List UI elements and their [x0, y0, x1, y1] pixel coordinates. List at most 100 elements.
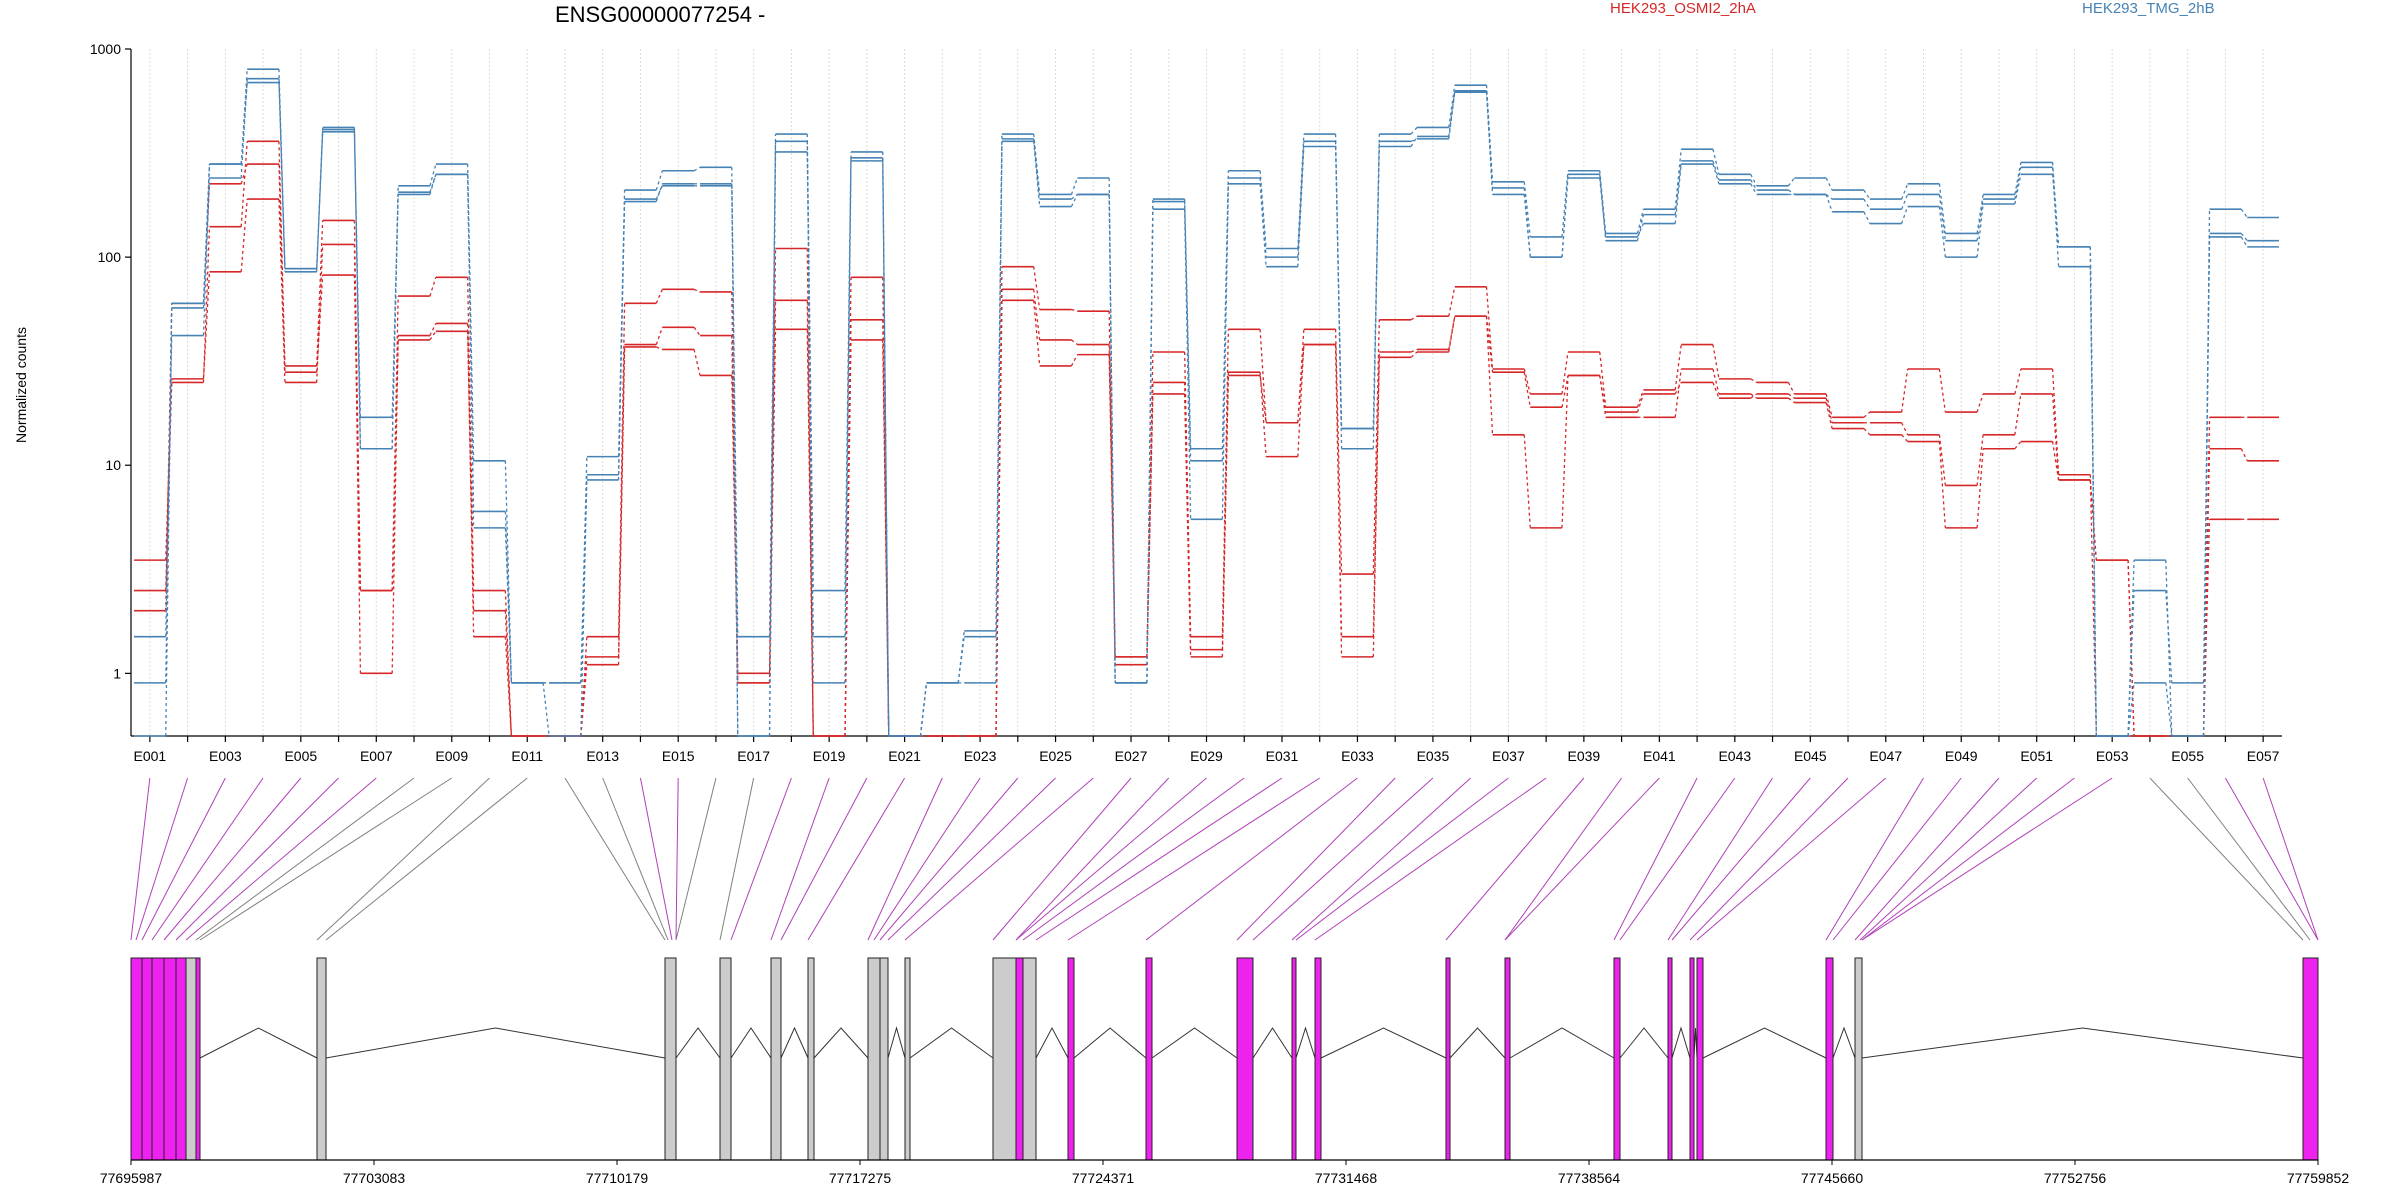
- connector-line: [1667, 777, 1773, 941]
- connector-line: [1015, 777, 1170, 941]
- series-transition: [1901, 434, 1909, 442]
- series-transition: [1825, 194, 1833, 213]
- series-transition: [1372, 357, 1380, 637]
- series-transition: [1825, 393, 1833, 418]
- connector-line: [2187, 777, 2311, 941]
- series-transition: [2127, 590, 2135, 737]
- coord-label: 77703083: [343, 1170, 406, 1186]
- series-transition: [1636, 209, 1645, 234]
- coord-label: 77724371: [1072, 1170, 1135, 1186]
- series-transition: [1636, 223, 1645, 238]
- series-transition: [1410, 348, 1418, 353]
- exon-box-highlighted: [1825, 957, 1834, 1161]
- exon-box-highlighted: [1696, 957, 1704, 1161]
- series-transition: [1297, 141, 1305, 258]
- intron-line: [1295, 1026, 1316, 1059]
- series-transition: [278, 164, 286, 373]
- series-transition: [731, 185, 739, 637]
- series-transition: [1938, 441, 1947, 528]
- exon-box-highlighted: [175, 957, 187, 1161]
- connector-line: [879, 777, 1019, 941]
- series-transition: [1410, 138, 1418, 142]
- series-transition: [655, 289, 663, 304]
- series-transition: [2127, 682, 2135, 737]
- series-transition: [580, 636, 588, 737]
- series-transition: [2240, 236, 2248, 248]
- series-transition: [1071, 193, 1078, 200]
- intron-line: [1449, 1027, 1506, 1059]
- series-transition: [1712, 163, 1720, 185]
- coord-label: 77717275: [829, 1170, 892, 1186]
- series-transition: [1297, 344, 1305, 457]
- connector-line: [130, 777, 151, 941]
- exon-box: [807, 957, 815, 1161]
- series-transition: [1146, 382, 1154, 657]
- series-transition: [1863, 428, 1871, 436]
- series-transition: [1901, 194, 1909, 210]
- series-transition: [1146, 201, 1154, 683]
- series-transition: [1561, 351, 1569, 395]
- series-transition: [1448, 92, 1456, 139]
- series-transition: [844, 339, 852, 737]
- x-tick-label: E043: [1718, 748, 1751, 764]
- series-transition: [278, 82, 286, 269]
- series-transition: [1900, 368, 1909, 413]
- x-tick-label: E009: [435, 748, 468, 764]
- series-transition: [466, 174, 475, 528]
- connector-line: [564, 777, 666, 941]
- exon-box: [664, 957, 677, 1161]
- series-transition: [1787, 177, 1795, 187]
- series-transition: [1183, 382, 1192, 650]
- series-transition: [1259, 375, 1267, 423]
- series-lines: [134, 68, 2279, 737]
- connector-line: [163, 777, 302, 941]
- series-transition: [1976, 194, 1984, 234]
- series-transition: [844, 151, 852, 591]
- x-tick-label: E055: [2171, 748, 2204, 764]
- coord-label: 77745660: [1801, 1170, 1864, 1186]
- series-transition: [1372, 134, 1380, 449]
- series-transition: [353, 275, 362, 591]
- series-transition: [202, 226, 211, 383]
- connector-line: [1252, 777, 1434, 941]
- series-transition: [2202, 236, 2211, 737]
- series-transition: [882, 157, 890, 737]
- connector-line: [195, 777, 415, 941]
- exon-box-highlighted: [1445, 957, 1451, 1161]
- series-transition: [1674, 344, 1682, 391]
- x-tick-label: E001: [134, 748, 167, 764]
- exon-box: [1854, 957, 1863, 1161]
- series-transition: [1825, 398, 1833, 423]
- connector-line: [992, 777, 1132, 941]
- series-transition: [1863, 189, 1871, 200]
- connector-line: [1504, 777, 1660, 941]
- series-transition: [1108, 354, 1116, 657]
- series-transition: [1448, 85, 1456, 128]
- exon-box-highlighted: [1314, 957, 1322, 1161]
- series-transition: [2165, 560, 2173, 737]
- series-transition: [1938, 194, 1947, 241]
- intron-line: [1073, 1027, 1147, 1059]
- connector-line: [1067, 777, 1320, 941]
- connector-line: [602, 777, 669, 941]
- series-transition: [1221, 375, 1230, 650]
- series-transition: [2014, 174, 2022, 205]
- series-transition: [2014, 441, 2022, 450]
- exon-box-highlighted: [195, 957, 201, 1161]
- series-transition: [1901, 206, 1909, 224]
- connector-line: [1689, 777, 1849, 941]
- series-transition: [1750, 173, 1758, 187]
- series-transition: [240, 69, 248, 165]
- x-tick-label: E005: [284, 748, 317, 764]
- exon-box: [904, 957, 911, 1161]
- x-tick-label: E051: [2020, 748, 2053, 764]
- connector-line: [175, 777, 339, 941]
- series-transition: [1070, 354, 1078, 367]
- intron-line: [1671, 1026, 1691, 1059]
- series-transition: [1750, 393, 1758, 399]
- x-tick-label: E053: [2096, 748, 2129, 764]
- connector-line: [185, 777, 377, 941]
- connector-line: [1696, 777, 1887, 941]
- series-transition: [768, 151, 777, 737]
- x-tick-label: E037: [1492, 748, 1525, 764]
